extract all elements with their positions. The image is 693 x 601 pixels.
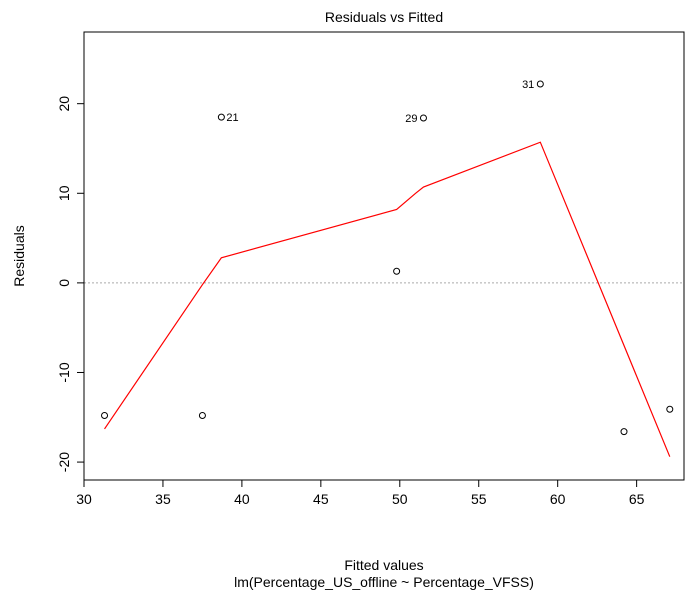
y-tick-label: -10 <box>56 362 72 382</box>
x-tick-label: 45 <box>313 491 329 507</box>
smoother-group <box>104 141 671 457</box>
data-point <box>620 428 628 436</box>
x-tick-label: 35 <box>155 491 171 507</box>
y-axis: -20 -10 0 10 20 <box>56 96 85 472</box>
x-tick-label: 30 <box>76 491 92 507</box>
x-tick-label: 60 <box>550 491 566 507</box>
point-label: 21 <box>226 112 238 124</box>
points-group <box>101 80 674 436</box>
x-tick-label: 55 <box>471 491 487 507</box>
x-tick-label: 40 <box>234 491 250 507</box>
chart-title: Residuals vs Fitted <box>325 9 443 25</box>
x-tick-label: 65 <box>629 491 645 507</box>
smoother-line <box>104 141 671 457</box>
x-axis: 30 35 40 45 50 55 60 65 <box>76 479 645 507</box>
y-tick-label: -20 <box>56 452 72 472</box>
point-label: 31 <box>522 79 534 91</box>
y-tick-label: 10 <box>56 185 72 201</box>
point-label: 29 <box>405 113 417 125</box>
data-point <box>101 411 109 419</box>
data-point <box>393 267 401 275</box>
y-tick-label: 0 <box>56 279 72 287</box>
data-point <box>666 405 674 413</box>
x-tick-label: 50 <box>392 491 408 507</box>
x-axis-title: Fitted values <box>344 557 423 573</box>
plot-frame <box>83 31 685 481</box>
point-labels-group: 21 29 31 <box>226 79 534 125</box>
data-point <box>198 411 206 419</box>
data-point <box>217 113 225 121</box>
data-point <box>536 80 544 88</box>
y-tick-label: 20 <box>56 96 72 112</box>
data-point <box>419 114 427 122</box>
model-formula-subtitle: lm(Percentage_US_offline ~ Percentage_VF… <box>234 574 534 590</box>
y-axis-title: Residuals <box>11 225 27 286</box>
